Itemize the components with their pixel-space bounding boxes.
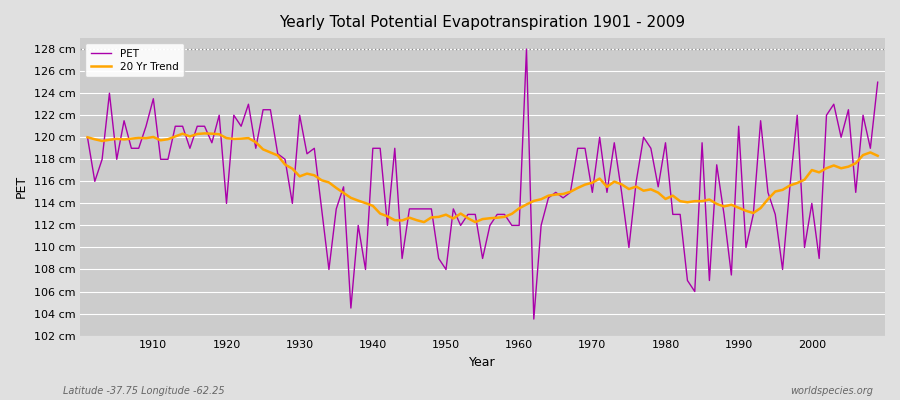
Legend: PET, 20 Yr Trend: PET, 20 Yr Trend bbox=[86, 43, 184, 77]
PET bbox=[82, 135, 93, 140]
PET bbox=[616, 190, 627, 195]
Text: Latitude -37.75 Longitude -62.25: Latitude -37.75 Longitude -62.25 bbox=[63, 386, 225, 396]
PET bbox=[346, 306, 356, 310]
Line: PET: PET bbox=[87, 49, 878, 319]
20 Yr Trend bbox=[418, 220, 429, 224]
Title: Yearly Total Potential Evapotranspiration 1901 - 2009: Yearly Total Potential Evapotranspiratio… bbox=[280, 15, 686, 30]
20 Yr Trend bbox=[199, 131, 210, 136]
20 Yr Trend bbox=[528, 198, 539, 203]
PET bbox=[140, 124, 151, 129]
20 Yr Trend bbox=[309, 173, 320, 178]
PET bbox=[514, 223, 525, 228]
PET bbox=[302, 151, 312, 156]
X-axis label: Year: Year bbox=[469, 356, 496, 369]
20 Yr Trend bbox=[140, 136, 151, 140]
20 Yr Trend bbox=[872, 153, 883, 158]
Line: 20 Yr Trend: 20 Yr Trend bbox=[87, 134, 878, 222]
20 Yr Trend bbox=[353, 198, 364, 203]
PET bbox=[528, 317, 539, 322]
Text: worldspecies.org: worldspecies.org bbox=[790, 386, 873, 396]
Y-axis label: PET: PET bbox=[15, 175, 28, 198]
20 Yr Trend bbox=[616, 182, 627, 187]
PET bbox=[507, 223, 517, 228]
PET bbox=[521, 47, 532, 52]
20 Yr Trend bbox=[82, 135, 93, 140]
PET bbox=[872, 80, 883, 84]
20 Yr Trend bbox=[521, 202, 532, 207]
